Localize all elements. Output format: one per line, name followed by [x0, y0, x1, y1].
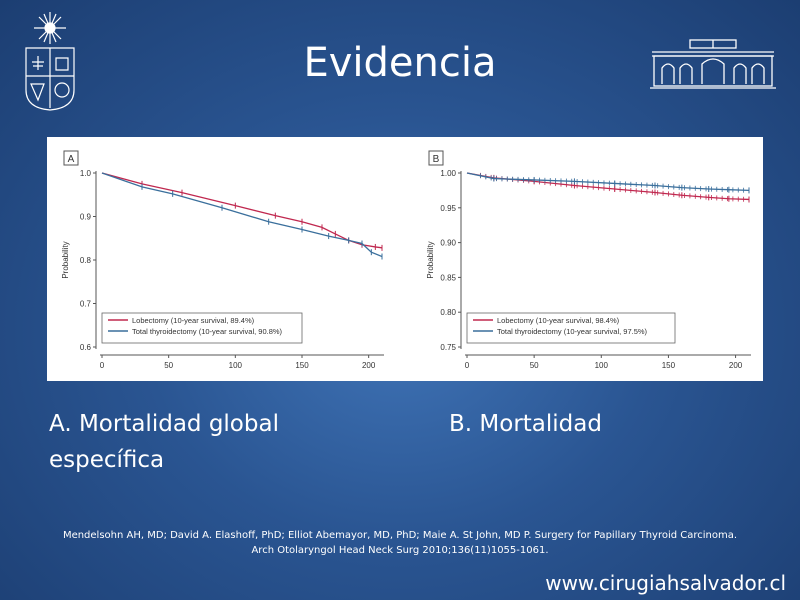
- x-tick-label: 50: [530, 361, 539, 370]
- y-axis-label: Probability: [426, 241, 435, 278]
- chart-b: B 0.75 0.80 0.85 0.90 0.95 1.00 0 50 100 150 200 Pro…: [426, 150, 751, 370]
- panel-label-box: [63, 150, 79, 166]
- reference-line2: Arch Otolaryngol Head Neck Surg 2010;136…: [251, 545, 549, 556]
- legend-box: [466, 312, 676, 344]
- legend-label: Total thyroidectomy (10-year survival, 9…: [132, 327, 283, 336]
- hospital-building-icon: [650, 39, 776, 89]
- series-line-total_thyroidectomy: [101, 172, 383, 258]
- panel-label: A: [68, 154, 75, 165]
- legend-label: Total thyroidectomy (10-year survival, 9…: [497, 327, 648, 336]
- x-tick-label: 100: [229, 361, 243, 370]
- x-tick-label: 200: [362, 361, 376, 370]
- x-tick-label: 150: [295, 361, 309, 370]
- y-tick-label: 0.8: [80, 256, 92, 265]
- series-line-total_thyroidectomy: [466, 172, 750, 192]
- y-tick-label: 1.0: [80, 169, 92, 178]
- university-seal-icon: [25, 12, 75, 111]
- survival-charts: A0.60.70.80.91.00 50 100 150 200ProbabilityL…: [61, 150, 751, 370]
- reference-line1: Mendelsohn AH, MD; David A. Elashoff, Ph…: [62, 530, 738, 541]
- y-tick-label: 0.75: [440, 343, 456, 352]
- reference: Mendelsohn AH, MD; David A. Elashoff, Ph…: [0, 528, 800, 558]
- y-axis-label: Probability: [61, 241, 70, 278]
- y-tick-label: 0.85: [440, 273, 456, 282]
- x-tick-label: 100: [595, 361, 609, 370]
- caption-a-line2: específica: [49, 447, 165, 473]
- y-tick-label: 0.7: [80, 300, 92, 309]
- y-tick-label: 0.90: [440, 239, 456, 248]
- series-line-lobectomy: [466, 172, 750, 201]
- y-tick-label: 0.80: [440, 308, 456, 317]
- caption-a-line1: A. Mortalidad global: [49, 411, 279, 437]
- caption-b: B. Mortalidad: [449, 411, 602, 437]
- y-tick-label: 0.95: [440, 204, 456, 213]
- panel-label-box: [428, 150, 444, 166]
- x-tick-label: 200: [729, 361, 743, 370]
- caption-a: A. Mortalidad global específica: [49, 406, 409, 478]
- x-tick-label: 0: [100, 361, 105, 370]
- x-tick-label: 0: [465, 361, 470, 370]
- series-line-lobectomy: [101, 172, 383, 249]
- legend-box: [101, 312, 303, 344]
- panel-label: B: [433, 154, 440, 165]
- website-link[interactable]: www.cirugiahsalvador.cl: [545, 571, 786, 595]
- x-tick-label: 50: [164, 361, 173, 370]
- chart-a: A 0.6 0.7 0.8 0.9 1.0 0 50 100 150 200 Probability L…: [61, 150, 384, 370]
- y-tick-label: 1.00: [440, 169, 456, 178]
- y-tick-label: 0.6: [80, 343, 92, 352]
- y-tick-label: 0.9: [80, 213, 92, 222]
- chart-panel: A 0.6 0.7 0.8 0.9 1.0 0 50 100 150 200 Probability L…: [47, 137, 763, 381]
- legend-label: Lobectomy (10-year survival, 98.4%): [497, 316, 620, 325]
- x-tick-label: 150: [662, 361, 676, 370]
- slide-title: Evidencia: [303, 40, 497, 86]
- legend-label: Lobectomy (10-year survival, 89.4%): [132, 316, 255, 325]
